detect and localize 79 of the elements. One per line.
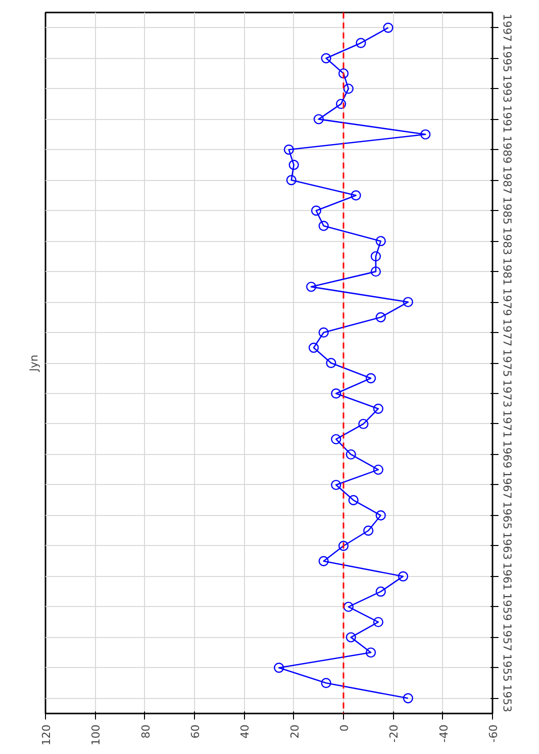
y-tick-label: 1957 bbox=[500, 623, 514, 652]
x-tick-label: -60 bbox=[487, 724, 500, 742]
point bbox=[366, 373, 376, 384]
point bbox=[398, 571, 408, 582]
x-tick-label: -40 bbox=[437, 724, 450, 742]
point bbox=[346, 449, 356, 460]
point bbox=[356, 38, 366, 48]
point bbox=[318, 556, 329, 566]
y-tick-label: 1985 bbox=[500, 196, 514, 225]
y-tick-label: 1955 bbox=[500, 654, 514, 682]
point bbox=[373, 404, 384, 414]
point bbox=[348, 495, 359, 506]
y-tick-label: 1995 bbox=[500, 44, 514, 72]
point bbox=[383, 22, 394, 33]
point bbox=[373, 616, 384, 628]
y-tick-label: 1973 bbox=[500, 379, 514, 408]
y-tick-label: 1991 bbox=[500, 105, 514, 134]
x-tick-label: 120 bbox=[40, 724, 53, 746]
x-tick-label: 60 bbox=[189, 724, 202, 738]
y-tick-label: 1953 bbox=[500, 684, 514, 712]
point bbox=[330, 388, 342, 399]
point bbox=[321, 53, 332, 64]
point bbox=[343, 602, 354, 612]
point bbox=[376, 236, 386, 246]
y-tick-label: 1967 bbox=[500, 470, 514, 499]
y-tick-label: 1975 bbox=[500, 349, 514, 378]
y-tick-label: 1997 bbox=[500, 14, 514, 42]
point bbox=[358, 418, 368, 430]
point bbox=[402, 693, 414, 704]
point bbox=[338, 540, 349, 551]
point bbox=[373, 464, 384, 475]
point bbox=[402, 296, 414, 308]
point bbox=[370, 266, 381, 277]
point bbox=[420, 129, 431, 140]
text: Jyn bbox=[28, 354, 40, 372]
y-tick-label: 1989 bbox=[500, 136, 514, 164]
x-tick-label: 80 bbox=[139, 724, 152, 738]
point bbox=[376, 586, 386, 597]
x-tick-label: 40 bbox=[238, 724, 252, 738]
y-tick-label: 1977 bbox=[500, 318, 514, 347]
point bbox=[363, 526, 374, 536]
y-tick-label: 1979 bbox=[500, 288, 514, 316]
point bbox=[336, 98, 346, 110]
point bbox=[318, 220, 329, 231]
point bbox=[370, 251, 381, 262]
y-tick-label: 1961 bbox=[500, 562, 514, 590]
point bbox=[321, 678, 332, 688]
point bbox=[376, 510, 386, 520]
x-tick-label: 20 bbox=[288, 724, 302, 738]
y-tick-label: 1963 bbox=[500, 532, 514, 560]
point bbox=[366, 647, 376, 658]
y-tick-label: 1959 bbox=[500, 592, 514, 621]
point bbox=[330, 434, 342, 444]
point bbox=[338, 68, 349, 79]
point bbox=[314, 114, 324, 124]
point bbox=[306, 282, 316, 292]
y-tick-label: 1965 bbox=[500, 501, 514, 530]
point bbox=[288, 160, 299, 170]
y-tick-label: 1971 bbox=[500, 410, 514, 438]
x-tick-label: 0 bbox=[338, 724, 351, 732]
point bbox=[330, 480, 342, 490]
x-tick-label: -20 bbox=[388, 724, 401, 742]
point bbox=[350, 190, 362, 200]
point bbox=[326, 358, 336, 368]
y-tick-label: 1981 bbox=[500, 258, 514, 286]
y-tick-label: 1969 bbox=[500, 440, 514, 468]
point bbox=[286, 175, 296, 186]
point bbox=[318, 327, 329, 338]
y-tick-label: 1983 bbox=[500, 227, 514, 256]
y-tick-label: 1993 bbox=[500, 74, 514, 103]
point bbox=[274, 662, 284, 673]
y-tick-label: 1987 bbox=[500, 166, 514, 194]
point bbox=[343, 84, 354, 94]
point bbox=[311, 206, 322, 216]
x-tick-label: 100 bbox=[90, 724, 103, 746]
point bbox=[308, 342, 319, 353]
point bbox=[284, 144, 294, 155]
point bbox=[346, 632, 356, 642]
point bbox=[376, 312, 386, 322]
